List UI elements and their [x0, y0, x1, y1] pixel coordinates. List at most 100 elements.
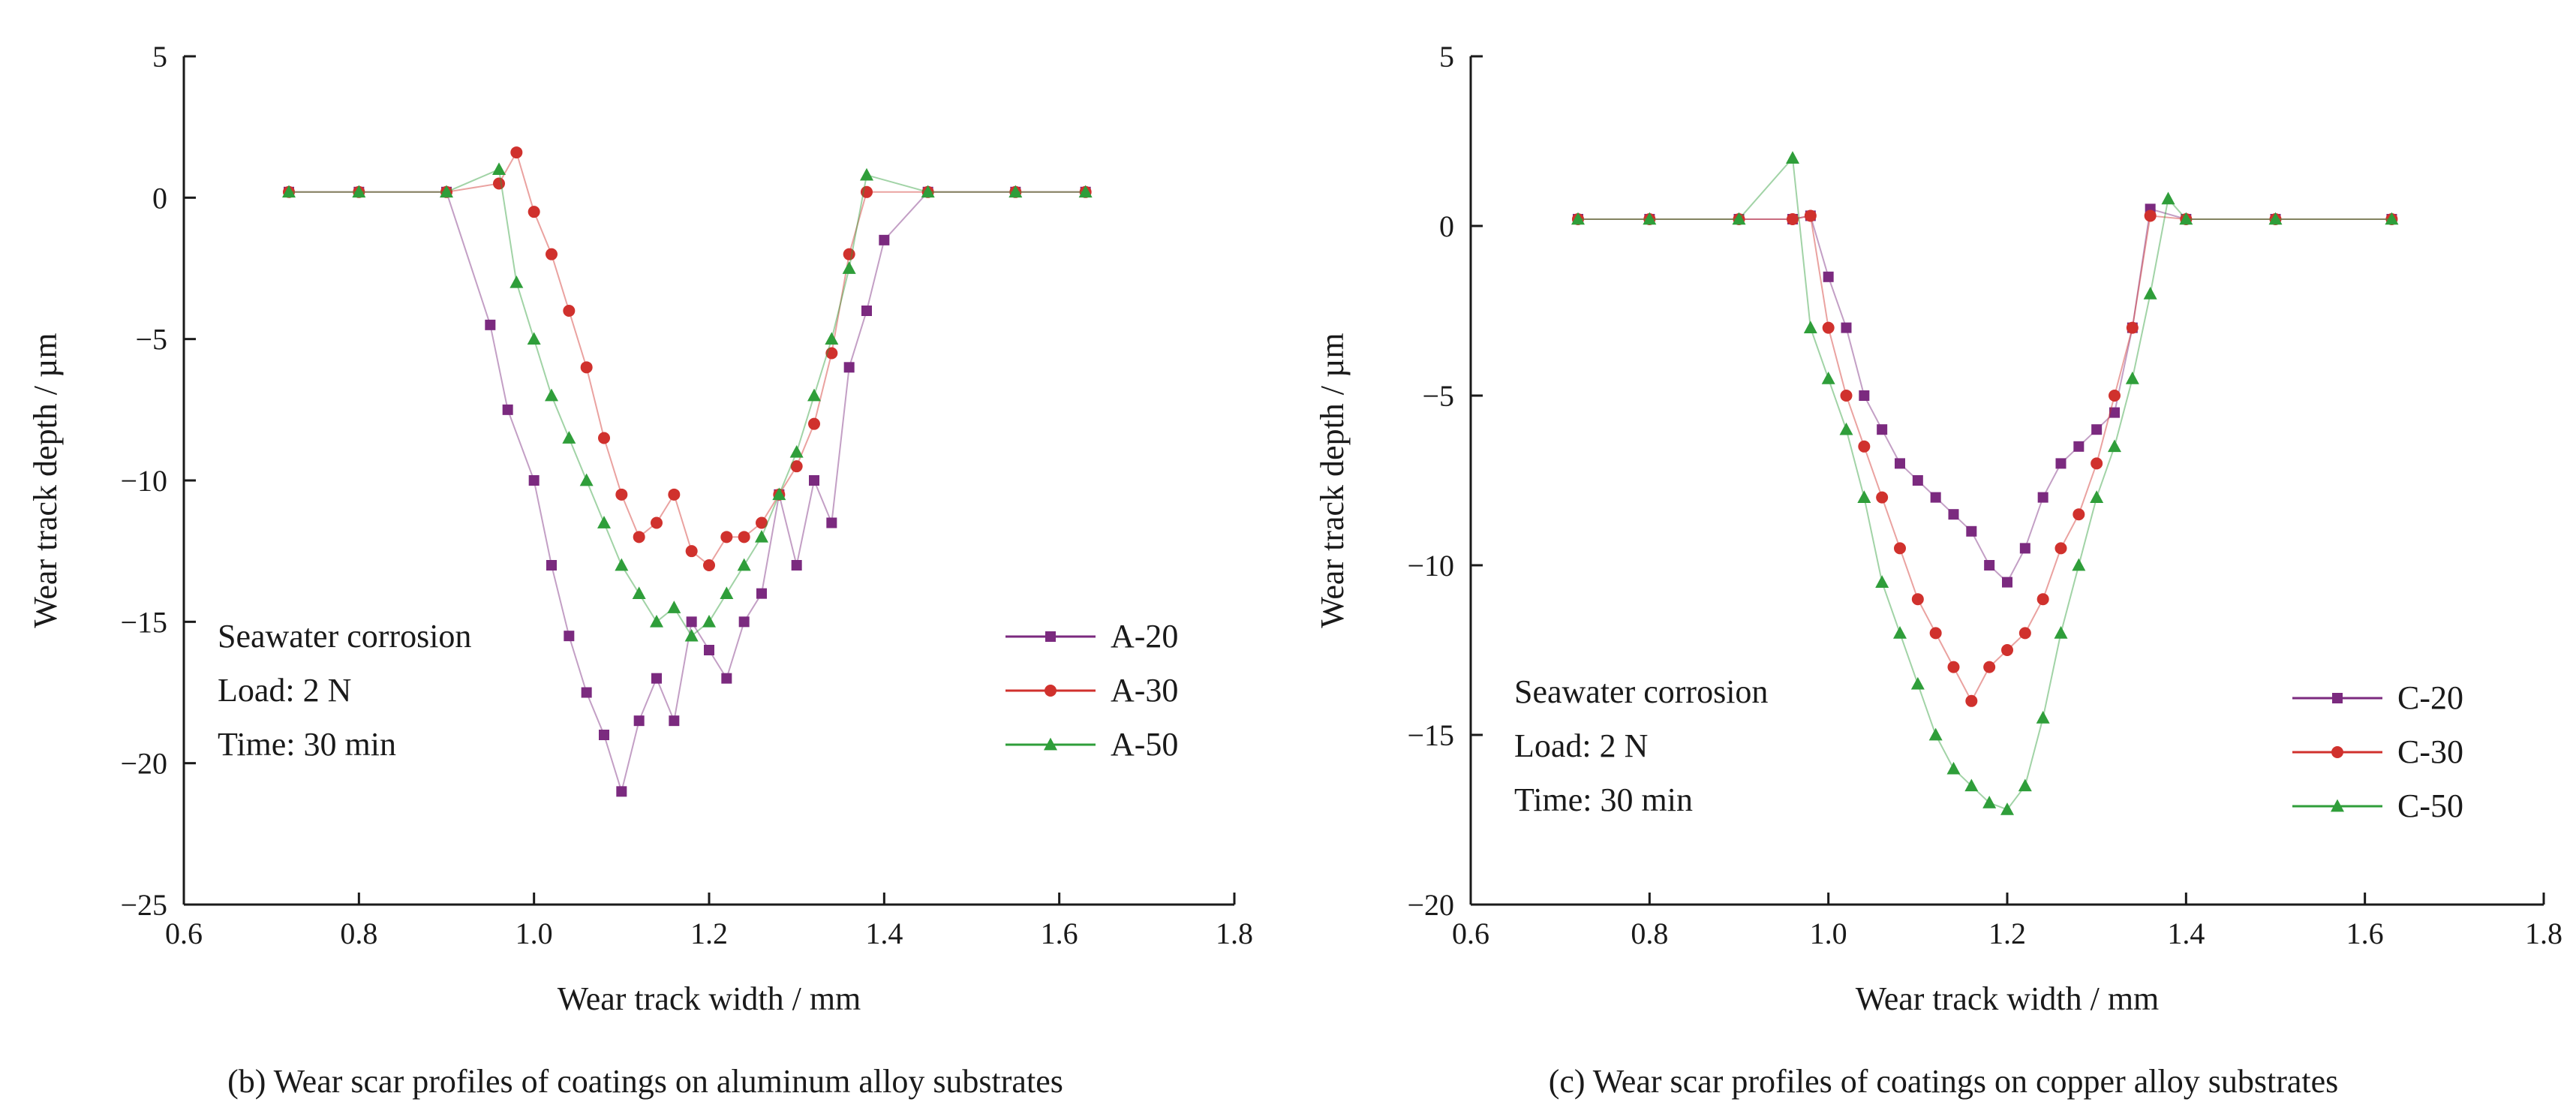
data-point	[527, 332, 541, 345]
legend-marker	[2331, 746, 2343, 758]
x-tick-label: 1.0	[1810, 917, 1847, 950]
data-point	[2073, 441, 2085, 452]
data-point	[651, 673, 662, 684]
data-point	[562, 431, 576, 444]
panel-b: 5 0 −5 −10 −15 −20 −250.6 0.8 1.0 1.2 1.4 1.6 1.8 Wea…	[27, 40, 1253, 1100]
data-point	[1786, 151, 1799, 164]
data-point	[669, 715, 680, 727]
legend-label: C-30	[2397, 733, 2463, 770]
data-point	[791, 560, 802, 571]
data-point	[2000, 802, 2014, 815]
y-tick-label: −20	[120, 747, 167, 781]
x-tick-label: 1.4	[865, 917, 903, 950]
data-point	[809, 475, 819, 486]
data-point	[633, 715, 645, 727]
data-point	[581, 687, 592, 698]
data-point	[528, 475, 540, 486]
legend-label: A-30	[1111, 672, 1178, 709]
x-tick-label: 1.2	[690, 917, 728, 950]
data-point	[738, 531, 750, 543]
data-point	[563, 305, 576, 317]
y-tick-label: −10	[1407, 549, 1454, 583]
data-point	[843, 362, 855, 373]
data-point	[2385, 212, 2399, 225]
legend-item: C-30	[2292, 733, 2463, 770]
y-tick-label: −15	[120, 605, 167, 639]
data-point	[651, 516, 663, 529]
y-tick-label: 5	[152, 40, 167, 74]
x-tick-label: 1.2	[1988, 917, 2026, 950]
data-point	[1839, 422, 1853, 435]
legend-marker	[2331, 799, 2344, 812]
legend-marker	[2332, 693, 2343, 703]
x-tick-label: 1.0	[516, 917, 553, 950]
series-A-50	[282, 162, 1093, 642]
data-point	[2073, 508, 2085, 521]
data-point	[510, 146, 523, 159]
data-point	[1876, 491, 1889, 504]
data-point	[790, 460, 803, 473]
data-point	[1911, 593, 1924, 606]
data-point	[492, 162, 506, 176]
series-C-50	[1571, 151, 2399, 815]
data-point	[668, 488, 681, 501]
data-point	[1929, 627, 1942, 640]
data-point	[1966, 525, 1977, 537]
data-point	[1964, 778, 1979, 792]
data-point	[1912, 475, 1923, 486]
legend-item: A-20	[1005, 618, 1178, 655]
data-point	[2055, 458, 2067, 469]
data-point	[737, 558, 751, 571]
data-point	[808, 417, 820, 430]
data-point	[1894, 542, 1906, 555]
data-point	[2091, 424, 2103, 435]
x-tick-label: 1.8	[1216, 917, 1253, 950]
data-point	[485, 319, 496, 330]
y-tick-label: −5	[1422, 379, 1454, 413]
x-axis-label: Wear track width / mm	[558, 980, 861, 1017]
annotation-line: Seawater corrosion	[1514, 673, 1768, 710]
legend-item: C-20	[2292, 679, 2463, 716]
data-point	[2161, 191, 2175, 205]
x-tick-label: 1.6	[1041, 917, 1078, 950]
data-point	[615, 558, 629, 571]
data-point	[352, 185, 366, 198]
data-point	[2090, 490, 2104, 503]
data-point	[509, 275, 524, 288]
data-point	[546, 248, 558, 260]
series-line	[289, 168, 1086, 637]
data-point	[755, 529, 768, 543]
series-C-30	[1572, 209, 2398, 707]
y-axis-label: Wear track depth / µm	[1314, 333, 1351, 628]
data-point	[1875, 575, 1889, 588]
data-point	[1571, 212, 1585, 225]
series-line	[289, 150, 1086, 567]
data-point	[1982, 796, 1997, 808]
data-point	[650, 614, 663, 628]
data-point	[545, 388, 558, 402]
data-point	[1732, 212, 1746, 225]
data-point	[1787, 212, 1799, 225]
data-point	[1928, 727, 1943, 741]
data-point	[772, 487, 786, 501]
x-tick-label: 0.8	[1631, 917, 1668, 950]
data-point	[1948, 509, 1959, 520]
data-point	[2036, 711, 2050, 724]
data-point	[1841, 322, 1852, 333]
data-point	[861, 185, 873, 198]
legend-marker	[1044, 737, 1057, 751]
series-line	[289, 191, 1086, 795]
annotation-line: Time: 30 min	[1514, 781, 1693, 818]
data-point	[2018, 627, 2031, 640]
data-point	[1804, 209, 1817, 222]
data-point	[2268, 212, 2283, 225]
y-tick-label: −10	[120, 464, 167, 498]
data-point	[789, 444, 804, 458]
y-tick-label: 0	[152, 181, 167, 215]
data-point	[502, 404, 513, 415]
series-A-30	[283, 146, 1092, 571]
data-point	[1984, 560, 1995, 571]
legend-marker	[1045, 685, 1057, 697]
data-point	[684, 628, 699, 642]
data-point	[2109, 407, 2120, 418]
